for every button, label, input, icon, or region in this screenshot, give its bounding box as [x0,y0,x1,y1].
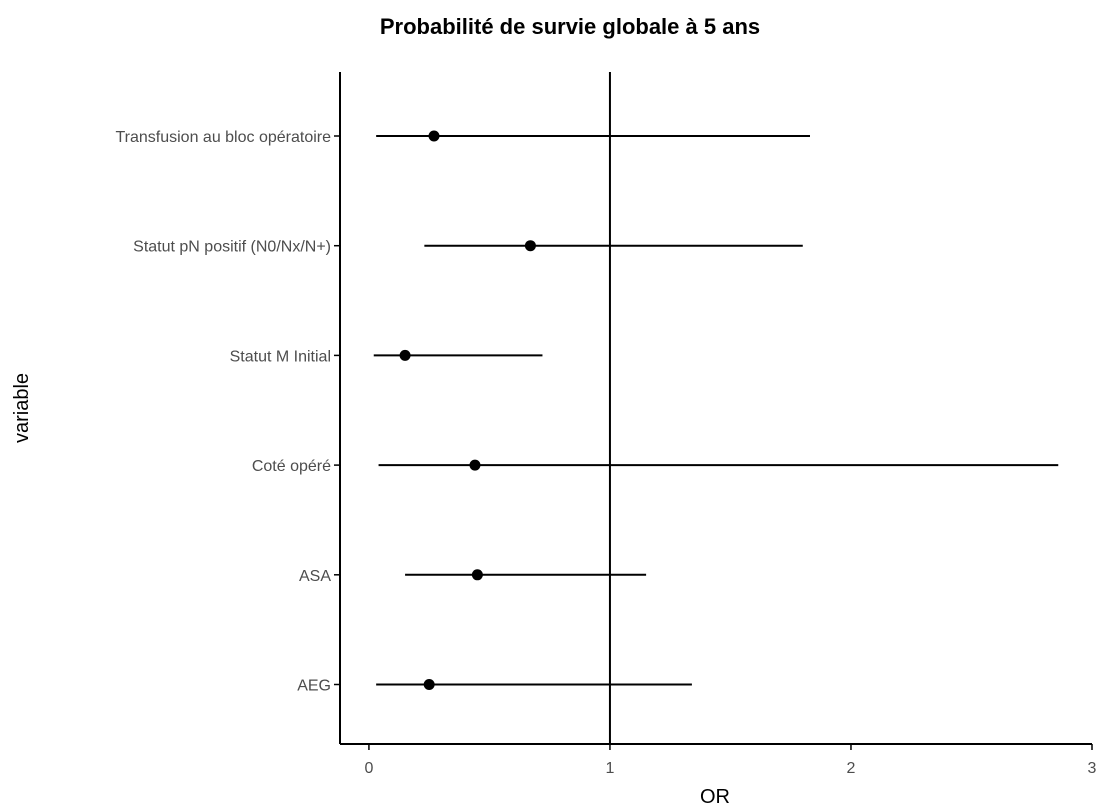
y-tick-label: AEG [297,678,331,695]
y-axis-title: variable [11,373,33,443]
odds-ratio-point [399,349,411,361]
y-axis-ticks: Transfusion au bloc opératoire Statut pN … [115,129,340,695]
plot-area: 0 1 2 3 Transfusion au bloc opératoire Statu… [115,72,1097,777]
chart-marks [373,130,1059,690]
x-tick-label: 3 [1088,760,1097,777]
x-tick-label: 1 [605,760,614,777]
x-axis-ticks: 0 1 2 3 [364,744,1097,777]
y-tick-label: Statut M Initial [230,348,331,365]
odds-ratio-point [524,240,536,252]
odds-ratio-point [469,459,481,471]
x-tick-label: 2 [847,760,856,777]
x-tick-label: 0 [364,760,373,777]
y-tick-label: Coté opéré [252,458,331,475]
y-tick-label: Statut pN positif (N0/Nx/N+) [133,239,331,256]
odds-ratio-point [428,130,440,142]
chart-title: Probabilité de survie globale à 5 ans [380,14,760,39]
y-tick-label: Transfusion au bloc opératoire [115,129,331,146]
odds-ratio-point [423,679,435,690]
x-axis-title: OR [700,786,730,808]
odds-ratio-point [471,569,483,581]
y-tick-label: ASA [299,568,331,585]
